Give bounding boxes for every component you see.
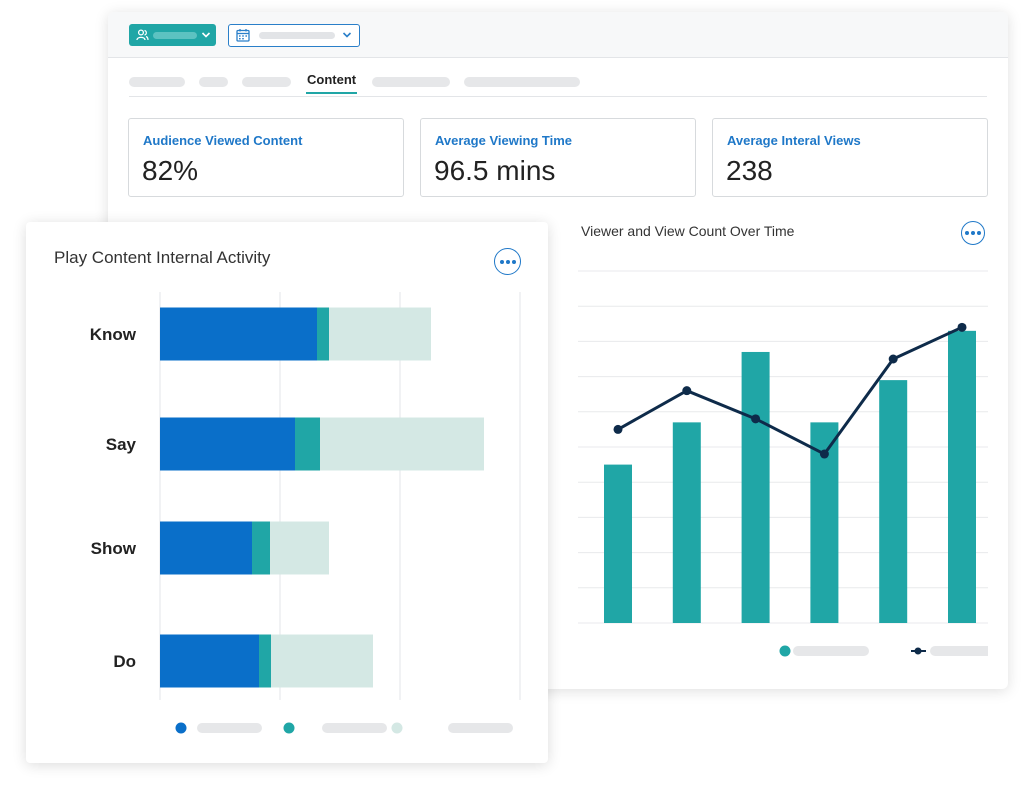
audience-filter-placeholder [153,32,197,39]
viewer-count-point [957,322,967,332]
category-label: Show [91,539,137,558]
card-label: Average Interal Views [727,133,861,148]
activity-bar-segment [252,521,270,575]
legend-label-placeholder [930,646,988,656]
more-options-button[interactable] [961,221,985,245]
card-label: Average Viewing Time [435,133,573,148]
more-options-button[interactable] [494,248,521,275]
more-options-icon [965,231,969,235]
calendar-icon [236,29,250,42]
card-value: 96.5 mins [434,155,556,186]
activity-bar-segment [295,417,320,471]
filter-toolbar [108,12,1008,58]
legend-swatch [283,722,295,734]
more-options-icon-dot [977,231,981,235]
view-count-bar [672,422,701,623]
viewer-count-point [682,386,692,396]
activity-bar-segment [160,307,317,361]
category-label: Say [106,435,137,454]
content-activity-panel: Know Say Show Do Play Content Internal Acti… [26,222,548,763]
legend-label-placeholder [793,646,869,656]
card-value: 238 [726,155,773,186]
view-count-bar [741,351,770,623]
date-range-placeholder [259,32,335,39]
view-count-bar [948,330,976,623]
viewer-count-point [819,449,829,459]
average-viewing-time-card: Average Viewing Time 96.5 mins [420,118,696,197]
viewer-chart-title: Viewer and View Count Over Time [581,223,795,239]
legend-label-placeholder [448,723,513,733]
view-count-bar [604,464,632,623]
viewer-view-count-chart [578,270,988,657]
legend-swatch-bar [779,645,791,657]
average-internal-views-card: Average Interal Views 238 [712,118,988,197]
tab-placeholder[interactable] [464,77,580,87]
tab-content[interactable]: Content [306,72,358,94]
chevron-down-icon [342,32,352,38]
tab-placeholder[interactable] [199,77,228,87]
chevron-down-icon [201,32,211,38]
tab-placeholder[interactable] [129,77,185,87]
activity-bar-segment [160,521,252,575]
activity-bar-segment [329,307,431,361]
activity-bar-segment [317,307,329,361]
viewer-count-point [751,414,761,424]
activity-bar-segment [320,417,484,471]
view-count-bar [879,380,908,623]
more-options-icon [499,259,504,264]
legend-label-placeholder [197,723,262,733]
more-options-icon-dot [505,259,510,264]
category-label: Do [113,652,136,671]
viewer-count-point [613,424,623,434]
activity-bar-segment [271,634,373,688]
legend-swatch [391,722,403,734]
activity-chart-title: Play Content Internal Activity [54,248,271,267]
audience-filter-dropdown[interactable] [129,24,216,46]
tab-bar: Content [129,70,987,97]
legend-swatch-line-point [914,647,922,655]
legend-swatch [175,722,187,734]
activity-bar-segment [160,417,295,471]
activity-bar-segment [259,634,271,688]
audience-viewed-card: Audience Viewed Content 82% [128,118,404,197]
activity-bar-segment [160,634,259,688]
legend-label-placeholder [322,723,387,733]
more-options-icon-dot [971,231,975,235]
viewer-count-point [888,354,898,364]
card-label: Audience Viewed Content [143,133,303,148]
people-icon [136,29,149,41]
card-value: 82% [142,155,199,186]
tab-placeholder[interactable] [242,77,291,87]
activity-bar-segment [270,521,329,575]
tab-placeholder[interactable] [372,77,450,87]
content-activity-chart: Know Say Show Do [90,292,521,734]
more-options-icon-dot [511,259,516,264]
date-range-dropdown[interactable] [228,24,360,47]
viewer-count-line [617,325,963,456]
category-label: Know [90,325,137,344]
